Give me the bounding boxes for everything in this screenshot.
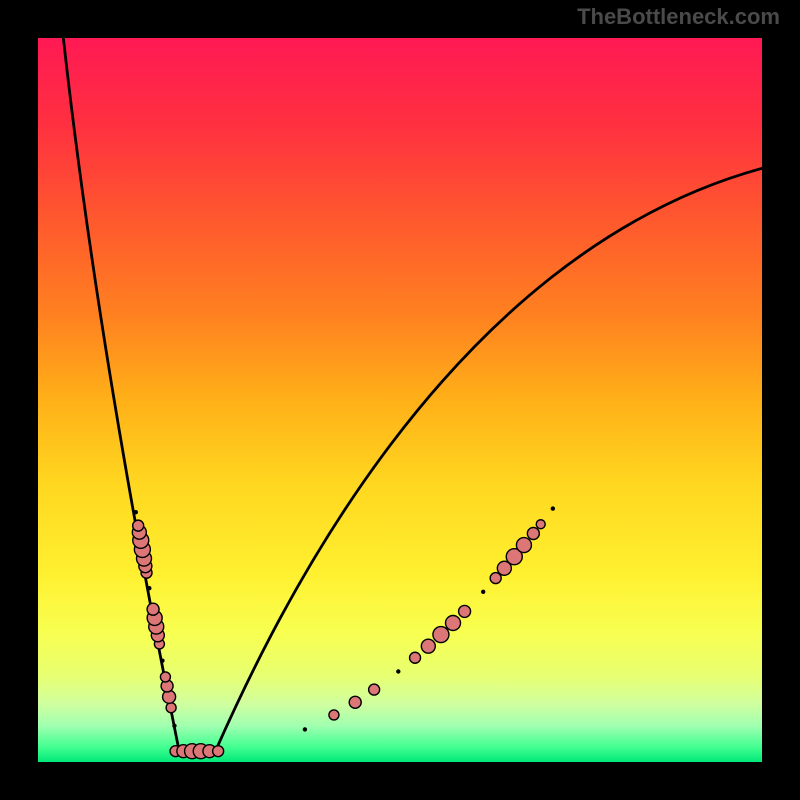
- marker-dot: [551, 506, 555, 510]
- marker-dot: [349, 696, 361, 708]
- marker-dot: [133, 520, 144, 531]
- marker-dot: [446, 615, 461, 630]
- curve-layer: [38, 38, 762, 762]
- marker-dot: [329, 710, 339, 720]
- marker-dot: [421, 639, 435, 653]
- marker-dot: [303, 727, 307, 731]
- marker-dot: [172, 724, 176, 728]
- marker-dot: [369, 684, 380, 695]
- marker-dot: [536, 520, 545, 529]
- marker-dot: [396, 669, 400, 673]
- marker-dot: [459, 605, 471, 617]
- marker-dot: [147, 586, 151, 590]
- watermark-text: TheBottleneck.com: [577, 4, 780, 30]
- marker-dot: [166, 703, 176, 713]
- marker-dot: [147, 603, 159, 615]
- gradient-background: [38, 38, 762, 762]
- marker-dot: [134, 510, 138, 514]
- marker-dot: [433, 627, 449, 643]
- marker-dot: [527, 528, 539, 540]
- marker-dot: [160, 658, 164, 662]
- marker-dot: [410, 652, 421, 663]
- plot-area: [38, 38, 762, 762]
- canvas: TheBottleneck.com: [0, 0, 800, 800]
- marker-dot: [516, 538, 531, 553]
- marker-dot: [481, 590, 485, 594]
- marker-dot: [160, 672, 170, 682]
- marker-dot: [213, 746, 224, 757]
